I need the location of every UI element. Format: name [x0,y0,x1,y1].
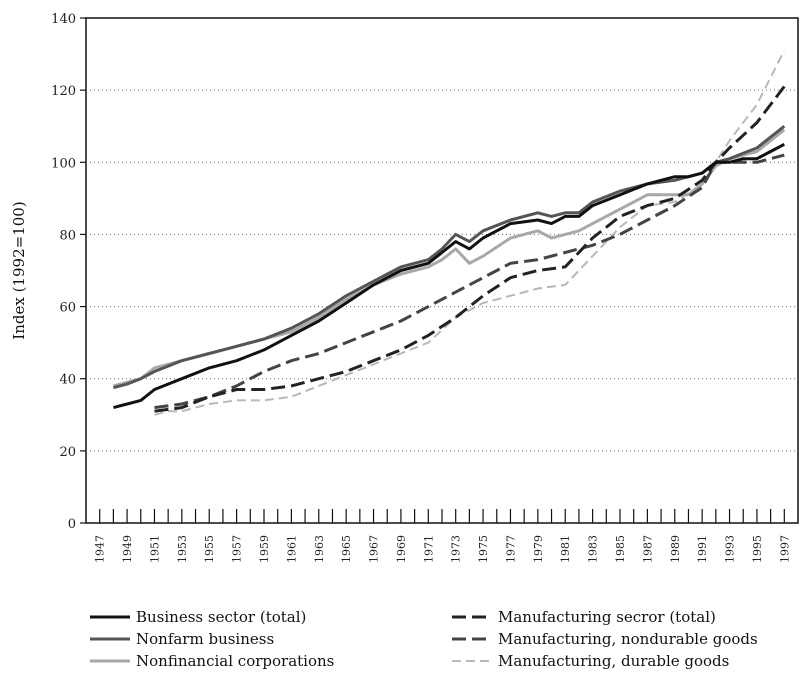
x-tick-label: 1949 [121,535,134,563]
x-tick-label: 1983 [587,535,600,563]
x-tick-label: 1959 [258,535,271,563]
x-tick-label: 1957 [231,535,244,563]
y-tick-label: 140 [51,12,76,27]
legend-swatch [90,659,130,663]
x-tick-label: 1951 [148,535,161,563]
line-chart-svg: 0 20 40 60 80 100 120 140 1947 1949 1951 1953 1955 19… [10,12,799,563]
x-tick-label: 1977 [504,535,517,563]
legend-item: Business sector (total) [90,606,306,628]
x-tick-label: 1955 [203,535,216,563]
legend-label: Manufacturing, durable goods [498,652,730,670]
x-tick-label: 1971 [422,535,435,563]
legend-label: Nonfarm business [136,630,275,648]
legend-swatch [452,637,492,641]
y-tick-label: 0 [68,517,76,532]
x-tick-label: 1993 [724,535,737,563]
series-line-manufacturing-durable-goods [154,50,786,416]
legend-swatch [90,637,130,641]
y-tick-label: 60 [59,301,76,316]
series-line-nonfarm-business [113,125,786,390]
y-tick-label: 120 [51,84,76,99]
x-tick-label: 1965 [340,535,353,563]
x-tick-label: 1967 [368,535,381,563]
x-tick-label: 1987 [641,535,654,563]
y-tick-label: 20 [59,445,76,460]
legend-item: Manufacturing, durable goods [452,650,729,672]
legend-swatch [452,615,492,619]
series-line-nonfinancial-corporations [113,128,786,388]
x-tick-label: 1947 [94,535,107,563]
legend-label: Business sector (total) [136,608,307,626]
x-tick-label: 1985 [614,535,627,563]
x-tick-label: 1953 [176,535,189,563]
x-tick-label: 1961 [285,535,298,563]
legend-swatch [452,660,492,662]
legend-item: Nonfarm business [90,628,274,650]
x-tick-label: 1979 [532,535,545,563]
y-axis-label: Index (1992=100) [10,201,28,339]
series-line-business-sector-total [113,142,785,410]
legend-item: Manufacturing secror (total) [452,606,716,628]
legend-item: Manufacturing, nondurable goods [452,628,758,650]
legend: Business sector (total) Nonfarm business N… [90,606,806,680]
legend-item: Nonfinancial corporations [90,650,334,672]
y-tick-label: 100 [51,156,76,171]
legend-swatch [90,615,130,619]
plot-frame [85,17,799,524]
x-tick-label: 1989 [669,535,682,563]
x-tick-label: 1995 [751,535,764,563]
x-tick-label: 1969 [395,535,408,563]
y-tick-label: 40 [59,373,76,388]
x-tick-label: 1975 [477,535,490,563]
y-tick-label: 80 [59,228,76,243]
x-tick-label: 1997 [778,535,791,563]
legend-label: Manufacturing secror (total) [498,608,716,626]
x-tick-label: 1973 [450,535,463,563]
x-tick-label: 1991 [696,535,709,563]
legend-label: Nonfinancial corporations [136,652,335,670]
legend-label: Manufacturing, nondurable goods [498,630,758,648]
x-tick-label: 1981 [559,535,572,563]
x-tick-label: 1963 [313,535,326,563]
series-line-manufacturing-secror-total [154,85,786,413]
